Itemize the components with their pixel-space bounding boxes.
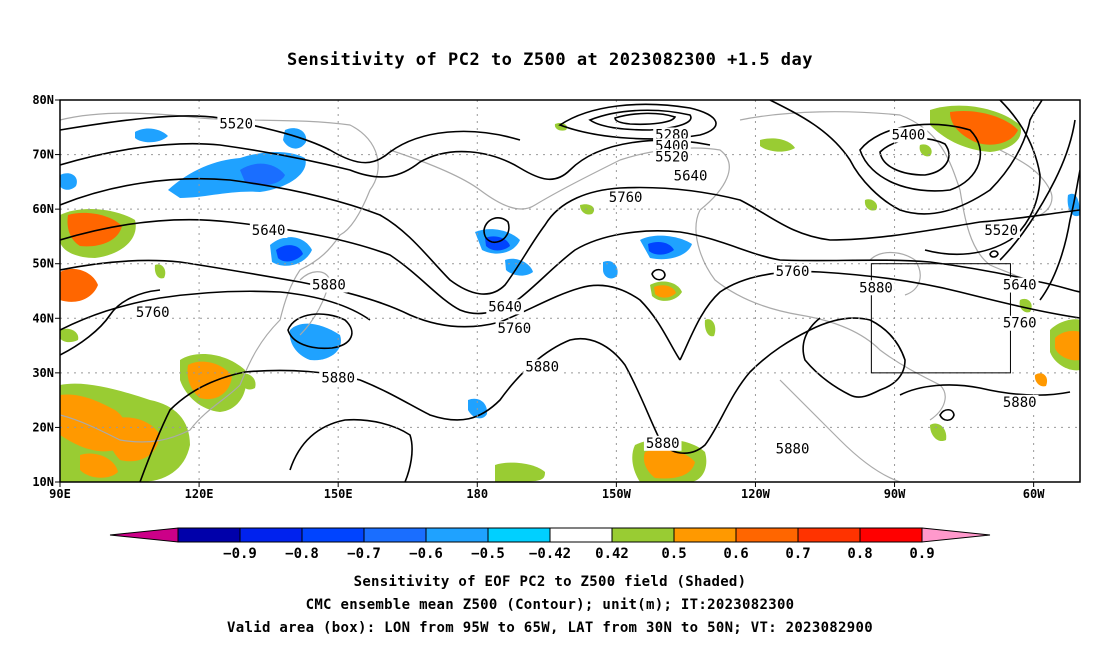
latitude-axis: 80N 70N 60N 50N 40N 30N 20N 10N	[32, 93, 60, 489]
colorbar-label: −0.9	[223, 546, 257, 562]
contour-label: 5760	[136, 305, 170, 321]
lat-tick-label: 70N	[32, 148, 54, 162]
contour-label: 5880	[776, 441, 810, 457]
contour-label: 5760	[776, 264, 810, 280]
colorbar-swatch	[611, 527, 675, 543]
contour-label: 5640	[488, 299, 522, 315]
contour-label-bg	[606, 190, 645, 206]
contour-label: 5760	[1003, 316, 1037, 332]
contour-label: 5640	[252, 223, 286, 239]
colorbar-label: −0.7	[347, 546, 381, 562]
contour-label-bg	[653, 149, 691, 165]
colorbar-label: 0.7	[785, 546, 810, 562]
lon-tick-label: 120W	[741, 487, 771, 501]
lat-tick-label: 50N	[32, 257, 54, 271]
contour-label: 5520	[984, 223, 1018, 239]
contour-label-bg	[310, 277, 348, 293]
contour-label-bg	[523, 359, 561, 375]
contour-label-bg	[671, 168, 710, 184]
colorbar-high-arrow	[921, 527, 991, 543]
colorbar-swatch	[735, 527, 799, 543]
colorbar-swatch	[301, 527, 365, 543]
lon-tick-label: 120E	[185, 487, 214, 501]
contour-label-bg	[643, 435, 682, 451]
map-title: Sensitivity of PC2 to Z500 at 2023082300…	[286, 50, 813, 70]
caption-line-1: Sensitivity of EOF PC2 to Z500 field (Sh…	[353, 574, 747, 590]
colorbar-swatch	[239, 527, 303, 543]
colorbar-swatch	[859, 527, 923, 543]
contour-label: 5400	[892, 127, 926, 143]
contour-label: 5760	[609, 190, 643, 206]
colorbar-swatch	[363, 527, 427, 543]
colorbar-label: 0.8	[847, 546, 872, 562]
colorbar-label: 0.5	[661, 546, 686, 562]
lat-tick-label: 40N	[32, 311, 54, 325]
sensitivity-shading	[60, 105, 1080, 482]
lon-tick-label: 60W	[1023, 487, 1045, 501]
lat-tick-label: 80N	[32, 93, 54, 107]
contour-label-bg	[1000, 394, 1039, 410]
contour-label: 5640	[1003, 278, 1037, 294]
contour-label: 5880	[525, 359, 559, 375]
colorbar-label: −0.6	[409, 546, 443, 562]
contour-label: 5880	[321, 370, 355, 386]
colorbar-low-arrow	[109, 527, 179, 543]
colorbar: −0.9 −0.8 −0.7 −0.6 −0.5 −0.42 0.42 0.5 0.6 0.7 0.…	[109, 527, 991, 562]
map-frame	[59, 99, 1081, 483]
caption-line-2: CMC ensemble mean Z500 (Contour); unit(m…	[305, 597, 795, 613]
colorbar-swatch	[177, 527, 241, 543]
lon-tick-label: 90E	[49, 487, 71, 501]
lon-tick-label: 90W	[884, 487, 906, 501]
contour-label-bg	[857, 280, 895, 296]
contour-label-bg	[773, 441, 812, 457]
contour-label-bg	[486, 299, 524, 315]
lat-tick-label: 30N	[32, 366, 54, 380]
contour-label-bg	[1000, 277, 1039, 293]
colorbar-label: 0.9	[909, 546, 934, 562]
caption-line-3: Valid area (box): LON from 95W to 65W, L…	[227, 620, 873, 636]
contour-label-bg	[495, 321, 534, 337]
lon-tick-label: 180	[466, 487, 488, 501]
contour-label-bg	[133, 304, 172, 320]
longitude-axis: 90E 120E 150E 180 150W 120W 90W 60W	[49, 482, 1045, 501]
colorbar-swatch	[487, 527, 551, 543]
colorbar-label: −0.8	[285, 546, 319, 562]
contour-label: 5880	[1003, 395, 1037, 411]
contour-label-bg	[217, 116, 255, 132]
contour-label: 5760	[498, 321, 532, 337]
contour-label-bg	[773, 263, 812, 279]
lat-tick-label: 10N	[32, 475, 54, 489]
contour-label-bg	[319, 370, 357, 386]
contour-label-bg	[889, 127, 928, 143]
lat-tick-label: 60N	[32, 202, 54, 216]
colorbar-swatch	[673, 527, 737, 543]
colorbar-label: 0.42	[595, 546, 629, 562]
colorbar-label: −0.5	[471, 546, 505, 562]
contour-label: 5640	[674, 168, 708, 184]
contour-label: 5520	[655, 149, 689, 165]
z500-contours	[60, 100, 1080, 482]
contour-label: 5520	[219, 117, 253, 133]
contour-label: 5880	[646, 436, 680, 452]
lat-tick-label: 20N	[32, 420, 54, 434]
colorbar-swatch	[797, 527, 861, 543]
contour-label: 5880	[312, 278, 346, 294]
lon-tick-label: 150W	[602, 487, 632, 501]
colorbar-swatch	[549, 527, 613, 543]
colorbar-label: 0.6	[723, 546, 748, 562]
contour-label-bg	[982, 222, 1020, 238]
contour-label-bg	[1000, 315, 1039, 331]
lon-tick-label: 150E	[324, 487, 353, 501]
colorbar-label: −0.42	[529, 546, 571, 562]
contour-label: 5880	[859, 280, 893, 296]
colorbar-swatch	[425, 527, 489, 543]
contour-label-bg	[249, 222, 288, 238]
